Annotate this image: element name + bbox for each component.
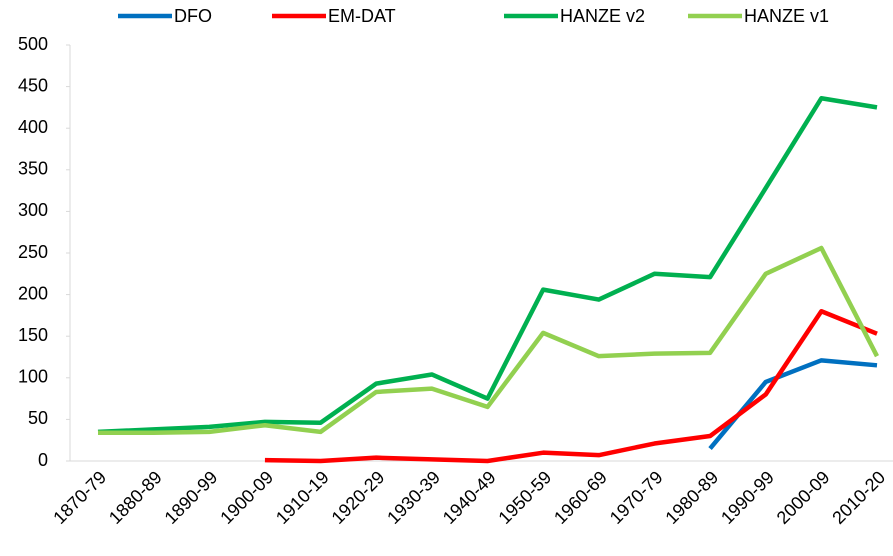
x-tick-label: 1900-09 xyxy=(216,467,277,528)
x-tick-label: 1870-79 xyxy=(49,467,110,528)
series-line xyxy=(97,95,878,435)
y-tick-label: 400 xyxy=(18,117,48,137)
x-tick-label: 1910-19 xyxy=(272,467,333,528)
x-tick-label: 1990-99 xyxy=(717,467,778,528)
legend-label: EM-DAT xyxy=(328,6,396,26)
y-tick-label: 50 xyxy=(28,408,48,428)
x-tick-label: 2000-09 xyxy=(773,467,834,528)
series-line xyxy=(264,308,878,464)
y-tick-label: 200 xyxy=(18,283,48,303)
y-tick-label: 350 xyxy=(18,159,48,179)
y-tick-label: 300 xyxy=(18,200,48,220)
legend-label: HANZE v1 xyxy=(744,6,829,26)
x-tick-label: 1880-89 xyxy=(105,467,166,528)
x-tick-label: 1980-89 xyxy=(661,467,722,528)
legend-label: HANZE v2 xyxy=(560,6,645,26)
y-tick-label: 150 xyxy=(18,325,48,345)
y-tick-label: 450 xyxy=(18,75,48,95)
y-tick-label: 250 xyxy=(18,242,48,262)
x-tick-label: 1960-69 xyxy=(550,467,611,528)
legend-label: DFO xyxy=(174,6,212,26)
x-tick-label: 1970-79 xyxy=(606,467,667,528)
y-tick-label: 0 xyxy=(38,450,48,470)
series-line xyxy=(98,245,880,435)
series-line xyxy=(708,358,878,450)
y-tick-label: 500 xyxy=(18,34,48,54)
x-tick-label: 1950-59 xyxy=(494,467,555,528)
x-tick-label: 1940-49 xyxy=(439,467,500,528)
x-tick-label: 1890-99 xyxy=(161,467,222,528)
x-tick-label: 2010-20 xyxy=(828,467,889,528)
y-tick-label: 100 xyxy=(18,367,48,387)
x-tick-label: 1930-39 xyxy=(383,467,444,528)
x-tick-label: 1920-29 xyxy=(328,467,389,528)
